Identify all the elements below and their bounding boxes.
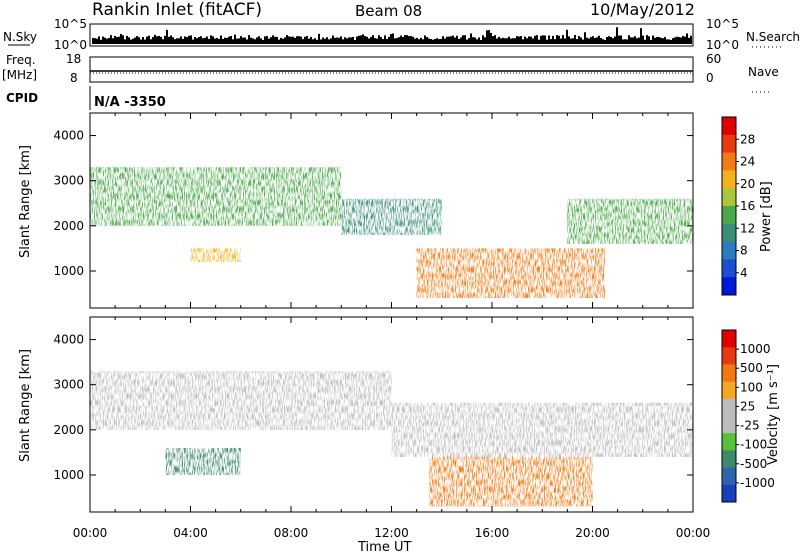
colorbar-tick-label: 24 <box>740 155 755 169</box>
nsky-label: N.Sky <box>3 30 37 44</box>
colorbar-swatch <box>722 152 736 171</box>
velocity-panel: 1000 2000 3000 4000 <box>53 316 694 513</box>
colorbar-tick-label: -500 <box>740 457 767 471</box>
nave-label: Nave <box>748 65 779 79</box>
colorbar-swatch <box>722 381 736 400</box>
nsky-tick-top: 10^5 <box>54 17 87 31</box>
nsky-panel <box>89 23 694 47</box>
yaxis-tick-label: 4000 <box>53 129 84 143</box>
power-colorbar: 28 24 20 16 12 8 4 <box>721 116 755 296</box>
colorbar-swatch <box>722 433 736 451</box>
colorbar-swatch <box>722 330 736 348</box>
colorbar-swatch <box>722 117 736 136</box>
colorbar-tick-label: -25 <box>740 419 760 433</box>
velocity-colorbar: 1000 500 100 25 -25 -100 -500 -1000 <box>721 329 775 503</box>
colorbar-tick-label: -100 <box>740 438 767 452</box>
yaxis-tick-label: 1000 <box>53 264 84 278</box>
colorbar-swatch <box>722 450 736 469</box>
yaxis-tick-label: 3000 <box>53 174 84 188</box>
velocity-ylabel: Slant Range [km] <box>18 349 33 462</box>
colorbar-swatch <box>722 134 736 154</box>
nsky-trace <box>92 27 692 44</box>
colorbar-swatch <box>722 206 736 225</box>
colorbar-tick-label: 20 <box>740 177 755 191</box>
echo-region <box>341 198 442 235</box>
colorbar-swatch <box>722 223 736 243</box>
time-axis: 00:00 04:00 08:00 12:00 16:00 20:00 00:00 <box>73 526 711 540</box>
xaxis-tick-label: 12:00 <box>374 526 409 540</box>
echo-region <box>90 371 392 430</box>
freq-panel <box>89 56 694 83</box>
freq-tick-bottom: 8 <box>70 71 78 85</box>
yaxis-tick-label: 1000 <box>53 468 84 482</box>
date-label: 10/May/2012 <box>590 0 695 19</box>
nsearch-label: N.Search <box>746 30 800 44</box>
cpid-label: CPID <box>6 91 38 105</box>
nave-tick-bottom: 0 <box>706 71 714 85</box>
colorbar-swatch <box>722 484 736 503</box>
yaxis-tick-label: 2000 <box>53 219 84 233</box>
echo-region <box>90 167 342 226</box>
xaxis-label: Time UT <box>357 540 411 554</box>
station-title: Rankin Inlet (fitACF) <box>92 0 262 20</box>
xaxis-tick-label: 20:00 <box>575 526 610 540</box>
colorbar-tick-label: 16 <box>740 199 755 213</box>
nsearch-tick-bottom: 10^0 <box>706 38 739 52</box>
nsearch-tick-top: 10^5 <box>706 17 739 31</box>
cpid-value: N/A -3350 <box>94 95 166 110</box>
xaxis-tick-label: 04:00 <box>173 526 208 540</box>
colorbar-swatch <box>722 277 736 296</box>
freq-tick-top: 18 <box>66 52 81 66</box>
yaxis-tick-label: 3000 <box>53 378 84 392</box>
colorbar-tick-label: 25 <box>740 399 755 413</box>
echo-region <box>567 198 693 244</box>
colorbar-tick-label: 8 <box>740 244 748 258</box>
colorbar-swatch <box>722 467 736 486</box>
echo-region <box>391 402 693 457</box>
xaxis-tick-label: 16:00 <box>475 526 510 540</box>
colorbar-tick-label: 100 <box>740 380 763 394</box>
xaxis-tick-label: 08:00 <box>274 526 309 540</box>
colorbar-swatch <box>722 259 736 278</box>
yaxis-tick-label: 2000 <box>53 423 84 437</box>
xaxis-tick-label: 00:00 <box>73 526 108 540</box>
echo-region <box>416 248 606 299</box>
nave-tick-top: 60 <box>706 52 721 66</box>
power-ylabel: Slant Range [km] <box>18 145 33 258</box>
power-panel: 1000 2000 3000 4000 <box>53 112 694 309</box>
colorbar-swatch <box>722 170 736 189</box>
echo-region <box>165 447 241 475</box>
power-colorbar-label: Power [dB] <box>759 181 774 252</box>
colorbar-tick-label: 12 <box>740 221 755 235</box>
beam-label: Beam 08 <box>355 2 422 20</box>
velocity-colorbar-label: Velocity [m s⁻¹] <box>766 364 781 465</box>
yaxis-tick-label: 4000 <box>53 333 84 347</box>
echo-region <box>190 248 241 262</box>
colorbar-swatch <box>722 347 736 365</box>
freq-unit: [MHz] <box>2 68 37 82</box>
xaxis-tick-label: 00:00 <box>676 526 711 540</box>
colorbar-tick-label: -1000 <box>740 476 775 490</box>
colorbar-swatch <box>722 398 736 417</box>
colorbar-tick-label: 1000 <box>740 342 771 356</box>
colorbar-tick-label: 4 <box>740 266 748 280</box>
colorbar-swatch <box>722 364 736 383</box>
nsky-tick-bottom: 10^0 <box>54 38 87 52</box>
colorbar-swatch <box>722 241 736 260</box>
colorbar-swatch <box>722 416 736 434</box>
colorbar-tick-label: 28 <box>740 132 755 146</box>
colorbar-swatch <box>722 188 736 207</box>
freq-label: Freq. <box>6 53 36 67</box>
colorbar-tick-label: 500 <box>740 361 763 375</box>
